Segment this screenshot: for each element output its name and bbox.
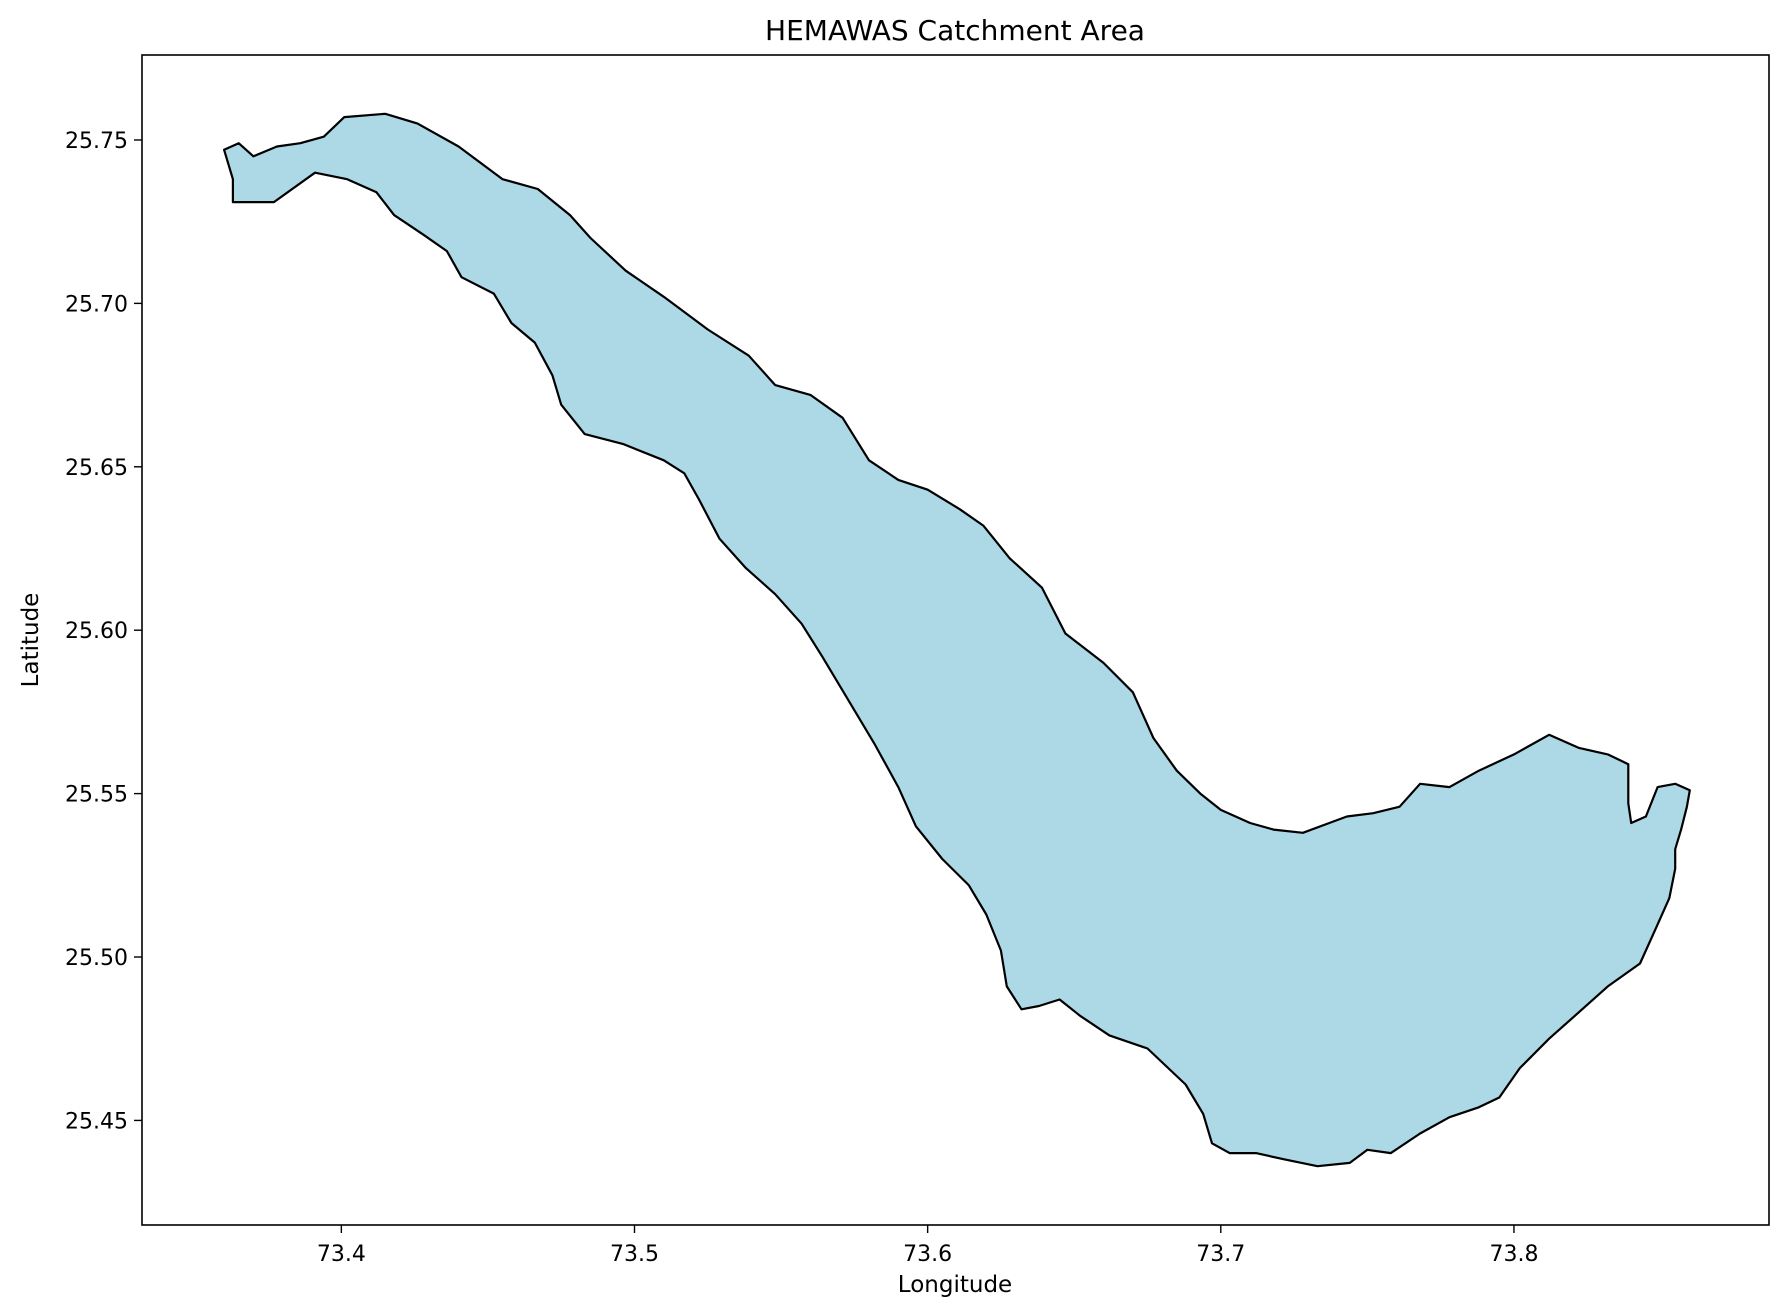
y-tick-label: 25.60 xyxy=(65,619,128,644)
x-tick-label: 73.8 xyxy=(1489,1242,1538,1267)
x-axis-ticks: 73.4 73.5 73.6 73.7 73.8 xyxy=(317,1225,1538,1267)
plot-area xyxy=(141,54,1770,1226)
x-tick-label: 73.7 xyxy=(1196,1242,1245,1267)
y-tick-label: 25.70 xyxy=(65,292,128,317)
axes-frame xyxy=(141,54,1770,1226)
x-axis-label: Longitude xyxy=(898,1272,1012,1298)
y-tick-label: 25.50 xyxy=(65,946,128,971)
y-axis-label: Latitude xyxy=(18,593,44,688)
y-tick-label: 25.55 xyxy=(65,783,128,808)
x-tick-label: 73.6 xyxy=(903,1242,952,1267)
y-tick-label: 25.65 xyxy=(65,456,128,481)
y-tick-label: 25.75 xyxy=(65,129,128,154)
x-tick-label: 73.5 xyxy=(610,1242,659,1267)
y-axis-ticks: 25.45 25.50 25.55 25.60 25.65 25.70 25.75 xyxy=(65,129,142,1134)
catchment-polygon xyxy=(223,112,1691,1168)
y-tick-label: 25.45 xyxy=(65,1109,128,1134)
chart-title: HEMAWAS Catchment Area xyxy=(765,14,1145,47)
x-tick-label: 73.4 xyxy=(317,1242,366,1267)
